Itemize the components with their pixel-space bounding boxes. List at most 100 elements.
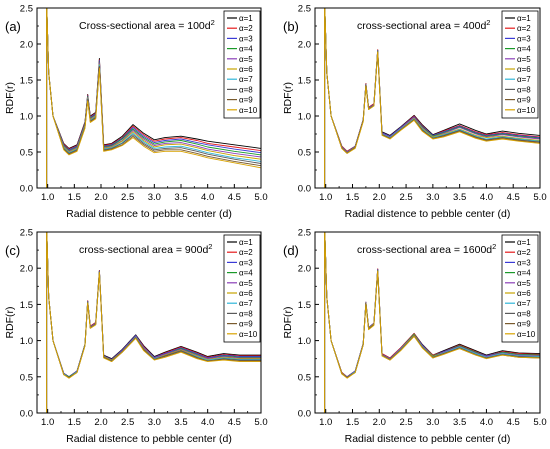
chart-title-superscript: 2: [211, 18, 215, 27]
x-tick-label: 3.0: [148, 417, 161, 428]
series-group: [46, 8, 261, 188]
series-line: [46, 8, 261, 188]
legend-entry: α=10: [517, 330, 536, 339]
legend-entry: α=6: [239, 289, 253, 298]
chart-panel-a: 1.0 1.5 2.0 2.5 3.0 3.5 4.0 4.5 5.0 0.0 0.5 1.0 1.5 2…: [4, 4, 268, 221]
x-axis-label: Radial distence to pebble center (d): [66, 208, 232, 220]
y-tick-label: 2.0: [20, 40, 33, 51]
chart-title: cross-sectional area = 900d2: [79, 242, 212, 256]
legend-entry: α=1: [239, 238, 253, 247]
x-tick-label: 3.5: [453, 192, 466, 203]
x-tick-label: 3.0: [426, 417, 439, 428]
legend-entry: α=3: [517, 34, 531, 43]
x-tick-label: 1.5: [68, 417, 81, 428]
y-tick-label: 2.5: [298, 228, 311, 239]
y-tick-label: 1.0: [298, 112, 311, 123]
x-tick-label: 5.0: [533, 192, 546, 203]
legend-entry: α=2: [517, 24, 531, 33]
x-tick-label: 3.5: [174, 417, 187, 428]
y-tick-label: 0.5: [20, 148, 33, 159]
y-tick-label: 0.0: [298, 184, 311, 195]
chart-title-text: cross-sectional area = 400d: [357, 20, 486, 32]
y-tick-label: 2.0: [20, 264, 33, 275]
x-tick-label: 4.5: [507, 417, 520, 428]
legend-entry: α=9: [517, 96, 531, 105]
legend-entry: α=8: [239, 309, 253, 318]
panel-label: (a): [5, 19, 21, 34]
series-group: [46, 232, 261, 413]
legend-entry: α=2: [239, 24, 253, 33]
x-tick-label: 2.0: [373, 417, 386, 428]
x-tick-label: 2.0: [94, 192, 107, 203]
y-tick-label: 2.5: [20, 4, 33, 15]
legend-entry: α=6: [517, 289, 531, 298]
y-tick-label: 1.5: [298, 76, 311, 87]
x-tick-label: 3.0: [426, 192, 439, 203]
chart-title: Cross-sectional area = 100d2: [79, 18, 215, 32]
y-axis-label: RDF(r): [282, 82, 294, 114]
legend-entry: α=5: [517, 279, 531, 288]
y-tick-label: 0.5: [298, 148, 311, 159]
legend-entry: α=8: [239, 85, 253, 94]
x-tick-label: 3.5: [453, 417, 466, 428]
y-tick-label: 0.5: [298, 372, 311, 383]
panel-label: (c): [5, 243, 20, 258]
legend-entry: α=5: [239, 55, 253, 64]
legend-entry: α=1: [239, 14, 253, 23]
x-tick-label: 3.0: [148, 192, 161, 203]
x-axis-label: Radial distence to pebble center (d): [345, 433, 511, 445]
legend-entry: α=7: [239, 75, 253, 84]
legend-entry: α=7: [517, 75, 531, 84]
series-line: [46, 232, 261, 413]
y-tick-label: 0.0: [298, 409, 311, 420]
chart-panel-b: 1.0 1.5 2.0 2.5 3.0 3.5 4.0 4.5 5.0 0.0 0.5 1.0 1.5 2…: [282, 4, 547, 221]
y-tick-label: 0.0: [20, 409, 33, 420]
y-tick-label: 1.5: [298, 300, 311, 311]
legend-entry: α=7: [239, 299, 253, 308]
series-group: [324, 232, 540, 413]
y-tick-label: 0.5: [20, 372, 33, 383]
series-group: [324, 8, 540, 188]
y-tick-label: 1.0: [20, 112, 33, 123]
series-line: [324, 232, 540, 413]
chart-title-text: cross-sectional area = 900d: [79, 244, 208, 256]
legend-entry: α=3: [239, 34, 253, 43]
x-tick-label: 2.5: [399, 417, 412, 428]
x-axis-label: Radial distence to pebble center (d): [345, 208, 511, 220]
chart-panel-d: 1.0 1.5 2.0 2.5 3.0 3.5 4.0 4.5 5.0 0.0 0.5 1.0 1.5 2…: [282, 228, 547, 446]
legend-entry: α=8: [517, 309, 531, 318]
legend-entry: α=1: [517, 238, 531, 247]
y-tick-label: 1.0: [298, 336, 311, 347]
legend-entry: α=10: [517, 106, 536, 115]
legend-entry: α=4: [517, 45, 531, 54]
y-tick-label: 2.5: [298, 4, 311, 15]
legend-entry: α=3: [517, 258, 531, 267]
legend-entry: α=1: [517, 14, 531, 23]
y-tick-label: 2.0: [298, 40, 311, 51]
legend-entry: α=10: [239, 106, 258, 115]
x-tick-label: 2.0: [373, 192, 386, 203]
y-axis-label: RDF(r): [4, 82, 16, 114]
legend-entry: α=9: [517, 320, 531, 329]
x-tick-label: 1.0: [41, 417, 54, 428]
y-tick-label: 2.5: [20, 228, 33, 239]
y-axis-label: RDF(r): [282, 306, 294, 338]
x-tick-label: 2.5: [121, 192, 134, 203]
chart-panel-c: 1.0 1.5 2.0 2.5 3.0 3.5 4.0 4.5 5.0 0.0 0.5 1.0 1.5 2…: [4, 228, 268, 446]
chart-title-superscript: 2: [492, 242, 496, 251]
legend-entry: α=6: [517, 65, 531, 74]
legend-entry: α=4: [239, 269, 253, 278]
x-tick-label: 2.5: [399, 192, 412, 203]
y-tick-label: 0.0: [20, 184, 33, 195]
y-tick-label: 1.5: [20, 300, 33, 311]
chart-title: cross-sectional area = 400d2: [357, 18, 490, 32]
chart-title-superscript: 2: [208, 242, 212, 251]
x-axis-label: Radial distence to pebble center (d): [66, 433, 232, 445]
legend-entry: α=5: [517, 55, 531, 64]
legend-entry: α=5: [239, 279, 253, 288]
chart-title-text: Cross-sectional area = 100d: [79, 20, 211, 32]
legend-entry: α=2: [239, 248, 253, 257]
legend-entry: α=3: [239, 258, 253, 267]
x-tick-label: 4.0: [201, 192, 214, 203]
